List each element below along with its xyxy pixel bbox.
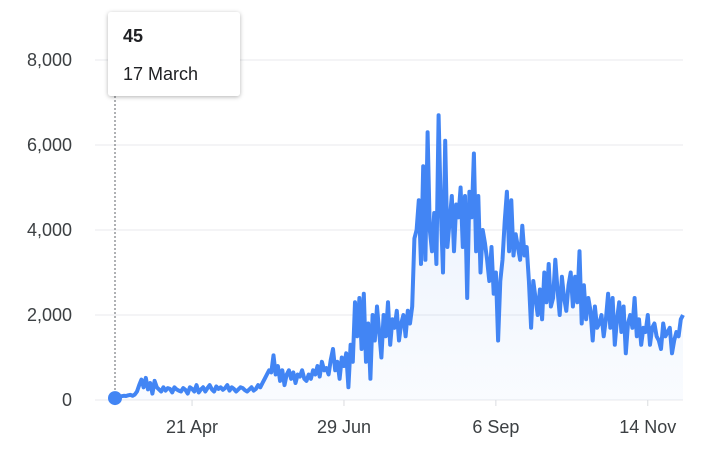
x-tick-label: 21 Apr [166, 417, 218, 437]
tooltip-box [108, 12, 240, 96]
hover-point [108, 391, 122, 406]
tooltip: 45 17 March [108, 12, 240, 96]
line [114, 113, 685, 401]
tooltip-date: 17 March [123, 64, 198, 84]
y-tick-label: 8,000 [27, 50, 72, 70]
area [115, 115, 683, 401]
y-tick-label: 0 [62, 390, 72, 410]
plot [108, 96, 685, 406]
x-tick-label: 6 Sep [472, 417, 519, 437]
x-tick-label: 14 Nov [619, 417, 676, 437]
y-tick-label: 2,000 [27, 305, 72, 325]
y-tick-label: 6,000 [27, 135, 72, 155]
y-tick-label: 4,000 [27, 220, 72, 240]
x-tick-label: 29 Jun [317, 417, 371, 437]
tooltip-value: 45 [123, 26, 143, 46]
